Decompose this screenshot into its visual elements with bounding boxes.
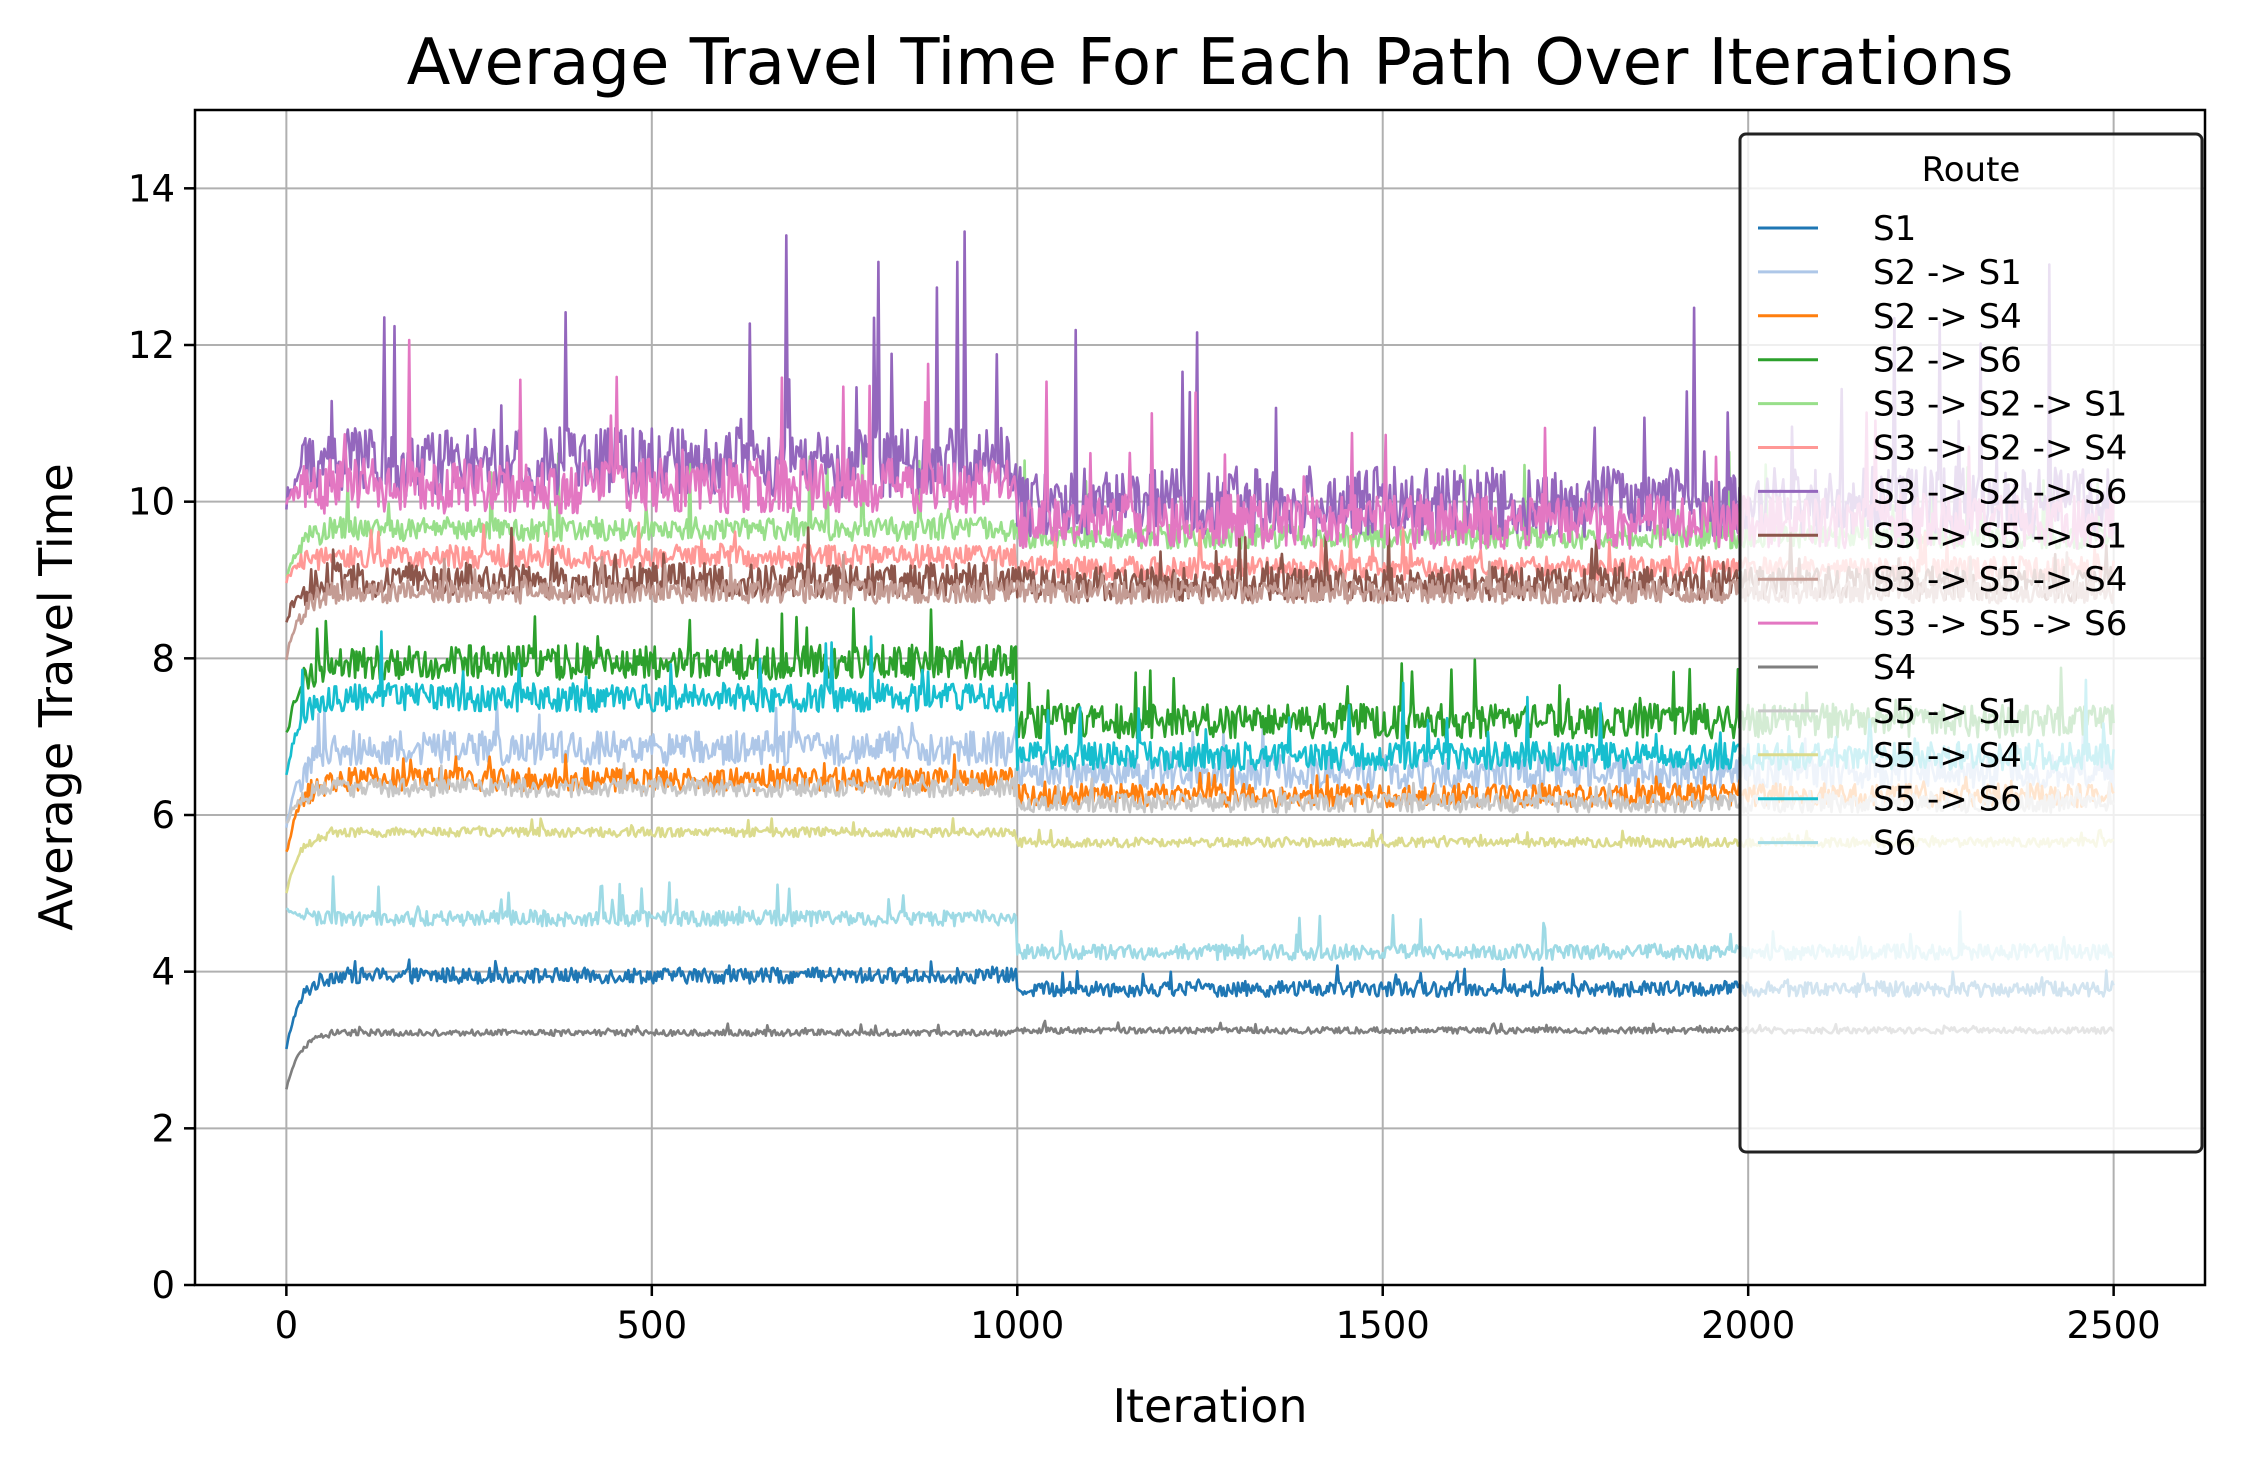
y-axis-ticks: 0 2 4 6 8 10 12 14 (128, 167, 195, 1307)
legend-label: S3 -> S2 -> S6 (1873, 472, 2127, 512)
x-axis-ticks: 0 500 1000 1500 2000 2500 (275, 1285, 2161, 1347)
legend-label: S2 -> S6 (1873, 341, 2022, 381)
y-tick-label: 12 (128, 324, 175, 367)
legend-label: S4 (1873, 648, 1916, 688)
plot-frame (193, 108, 2207, 1287)
legend-label: S3 -> S5 -> S1 (1873, 516, 2127, 556)
x-tick-label: 500 (617, 1304, 688, 1347)
legend-frame (1738, 132, 2204, 1154)
y-axis-label: Average Travel Time (29, 463, 83, 930)
legend-label: S3 -> S5 -> S4 (1873, 560, 2127, 600)
y-tick-label: 14 (128, 167, 175, 210)
y-tick-label: 6 (151, 794, 175, 837)
x-axis-label: Iteration (1112, 1379, 1307, 1433)
y-tick-label: 10 (128, 481, 175, 524)
chart-title: Average Travel Time For Each Path Over I… (407, 26, 2014, 100)
legend-label: S3 -> S2 -> S4 (1873, 429, 2127, 469)
x-tick-label: 1000 (970, 1304, 1064, 1347)
x-tick-label: 1500 (1336, 1304, 1430, 1347)
legend-label: S5 -> S4 (1873, 736, 2022, 776)
y-tick-label: 8 (151, 637, 175, 680)
x-tick-label: 2000 (1701, 1304, 1795, 1347)
legend-title: Route (1922, 150, 2021, 190)
legend-label: S2 -> S1 (1873, 253, 2022, 293)
legend-label: S1 (1873, 209, 1916, 249)
legend-label: S3 -> S2 -> S1 (1873, 385, 2127, 425)
y-tick-label: 0 (151, 1264, 175, 1307)
legend-label: S6 (1873, 824, 1916, 864)
legend-label: S5 -> S1 (1873, 692, 2022, 732)
x-tick-label: 2500 (2067, 1304, 2161, 1347)
x-tick-label: 0 (275, 1304, 299, 1347)
y-tick-label: 2 (151, 1107, 175, 1150)
legend-label: S5 -> S6 (1873, 780, 2022, 820)
legend-label: S2 -> S4 (1873, 297, 2022, 337)
y-tick-label: 4 (151, 951, 175, 994)
legend-label: S3 -> S5 -> S6 (1873, 604, 2127, 644)
